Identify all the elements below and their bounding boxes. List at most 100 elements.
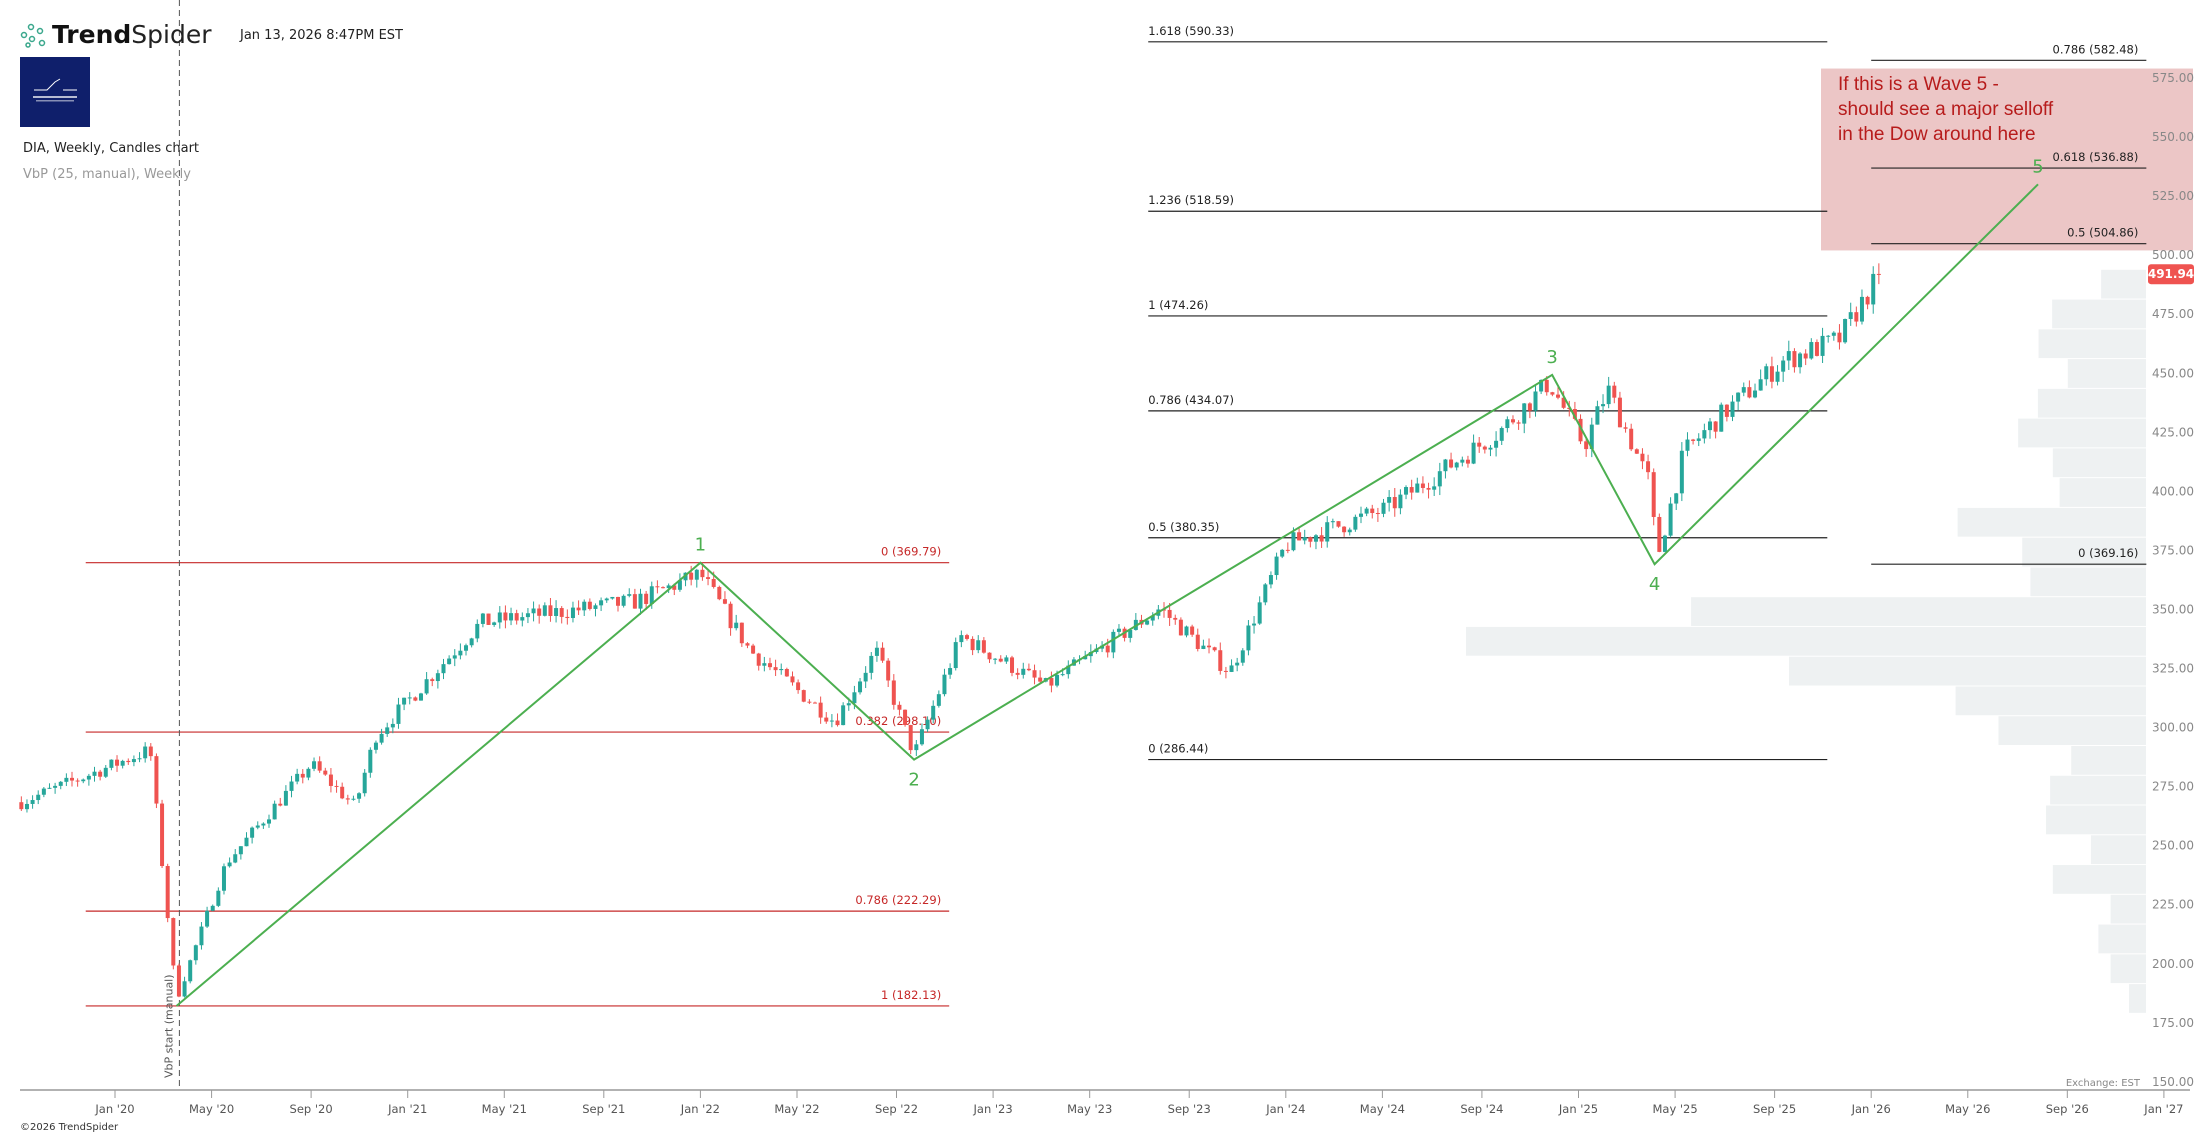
brand-bold: Trend xyxy=(52,20,132,49)
candle xyxy=(1786,351,1791,361)
candle xyxy=(824,717,829,722)
candle xyxy=(1589,424,1594,450)
candle xyxy=(373,742,378,750)
candle xyxy=(953,642,958,669)
candle xyxy=(841,705,846,726)
candle xyxy=(1313,535,1318,542)
candle xyxy=(300,773,305,778)
candle xyxy=(1268,575,1273,585)
volume-profile-bar xyxy=(2098,924,2146,954)
user-logo-image xyxy=(20,57,90,127)
candle xyxy=(1173,617,1178,620)
candle xyxy=(1420,483,1425,488)
candle xyxy=(1150,615,1155,621)
candle xyxy=(739,622,744,644)
time-axis[interactable]: Exchange: EST Jan '20 May '20 Sep '20 Jan '2… xyxy=(20,1078,2190,1116)
candle xyxy=(1207,645,1212,648)
candle xyxy=(998,658,1003,662)
candle xyxy=(1297,532,1302,541)
candle xyxy=(435,673,440,682)
wave-label-4: 4 xyxy=(1649,574,1660,595)
vbp-start-label: VbP start (manual) xyxy=(162,974,175,1078)
candle xyxy=(706,577,711,579)
candle xyxy=(1437,471,1442,487)
candle xyxy=(188,960,193,982)
time-axis-label: May '25 xyxy=(1652,1102,1697,1116)
candle xyxy=(1798,353,1803,368)
candle xyxy=(1443,459,1448,472)
candle xyxy=(402,697,407,705)
time-axis-label: Jan '25 xyxy=(1558,1102,1598,1116)
time-axis-label: May '26 xyxy=(1945,1102,1990,1116)
candle xyxy=(75,780,80,782)
candle xyxy=(503,612,508,621)
timestamp: Jan 13, 2026 8:47PM EST xyxy=(240,28,403,43)
candle xyxy=(1781,360,1786,372)
indicator-info[interactable]: VbP (25, manual), Weekly xyxy=(23,167,191,182)
candle xyxy=(182,981,187,997)
candle xyxy=(58,781,63,786)
price-axis-label: 525.00 xyxy=(2152,189,2194,203)
candle xyxy=(576,607,581,611)
candle xyxy=(846,703,851,706)
volume-profile-bar xyxy=(1466,626,2146,656)
candle xyxy=(784,669,789,677)
candle xyxy=(1702,430,1707,439)
candle xyxy=(1021,668,1026,675)
candle xyxy=(649,586,654,604)
candle xyxy=(801,690,806,702)
candle xyxy=(1111,631,1116,653)
candle xyxy=(1381,502,1386,514)
candle xyxy=(987,652,992,660)
candle xyxy=(69,777,74,781)
candle xyxy=(1578,418,1583,442)
candle xyxy=(351,798,356,800)
candle xyxy=(1494,440,1499,448)
candle xyxy=(345,798,350,800)
candle xyxy=(1572,409,1577,419)
price-axis[interactable]: 575.00 550.00 525.00 500.00 475.00 450.00 425.… xyxy=(2148,71,2194,1089)
fib-level-label: 1.618 (590.33) xyxy=(1148,24,1234,38)
candle xyxy=(1055,674,1060,686)
candle xyxy=(942,674,947,695)
volume-profile-bar xyxy=(2052,865,2146,894)
time-axis-label: Sep '21 xyxy=(582,1102,625,1116)
candle xyxy=(1713,421,1718,432)
fibonacci-levels: 0 (369.79)0.382 (298.10)0.786 (222.29)1 … xyxy=(85,24,2147,1007)
candle xyxy=(587,601,592,609)
candle xyxy=(672,585,677,590)
time-axis-label: Jan '21 xyxy=(387,1102,427,1116)
price-axis-label: 200.00 xyxy=(2152,957,2194,971)
candle xyxy=(604,598,609,601)
candle xyxy=(1623,427,1628,429)
candle xyxy=(492,622,497,625)
candle xyxy=(1617,397,1622,428)
candle xyxy=(627,594,632,596)
candle xyxy=(171,918,176,966)
candle xyxy=(1831,332,1836,336)
candle xyxy=(1280,549,1285,557)
fib-level-label: 0 (369.16) xyxy=(2078,546,2138,560)
candle xyxy=(160,803,165,867)
candle xyxy=(1128,629,1133,638)
candle xyxy=(1516,422,1521,424)
candle xyxy=(981,640,986,653)
candle xyxy=(593,605,598,609)
candle xyxy=(1488,447,1493,450)
candle xyxy=(1116,628,1121,632)
candle xyxy=(1319,535,1324,542)
price-axis-label: 275.00 xyxy=(2152,780,2194,794)
candle xyxy=(1662,535,1667,552)
candle xyxy=(886,660,891,681)
candle xyxy=(1736,392,1741,402)
price-axis-label: 575.00 xyxy=(2152,71,2194,85)
candle xyxy=(317,761,322,771)
candle xyxy=(126,760,131,763)
candle xyxy=(520,617,525,621)
candle xyxy=(238,846,243,855)
candle xyxy=(115,759,120,766)
volume-profile-bar xyxy=(2022,537,2146,567)
candle xyxy=(143,746,148,759)
volume-profile-bar xyxy=(2052,299,2146,329)
